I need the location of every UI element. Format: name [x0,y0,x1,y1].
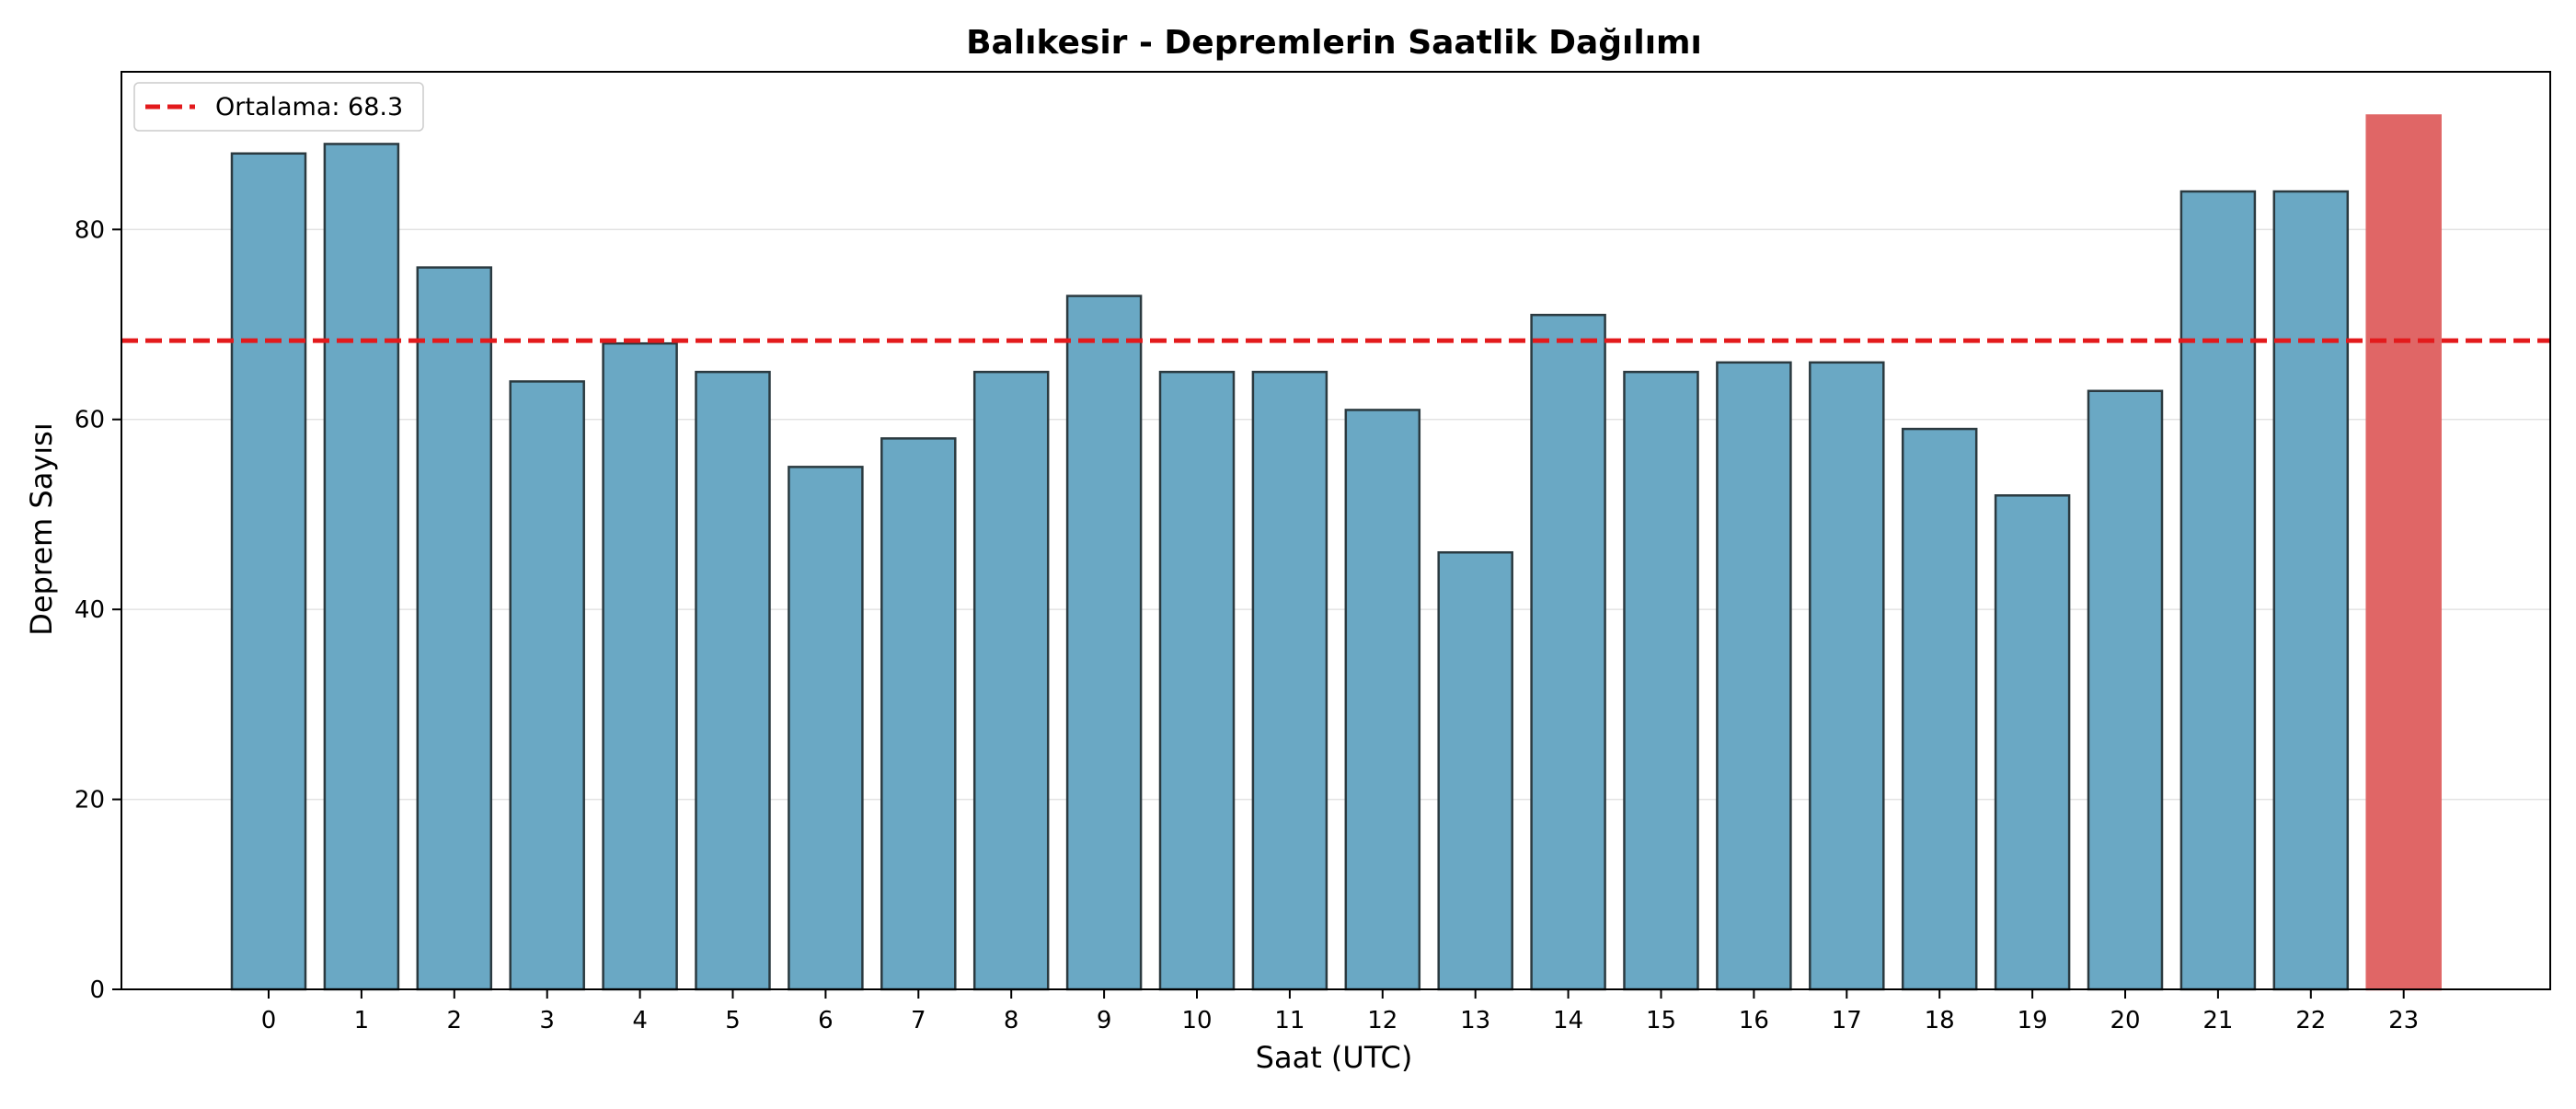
x-axis-label: Saat (UTC) [1256,1040,1413,1075]
bar-hour-11 [1251,370,1328,991]
x-tick-label: 4 [632,1007,648,1034]
bars [230,114,2442,991]
x-tick-label: 8 [1004,1007,1019,1034]
x-tick-label: 2 [447,1007,463,1034]
x-tick-label: 21 [2202,1007,2233,1034]
x-tick-label: 1 [354,1007,370,1034]
bar-hour-20 [2087,389,2164,991]
y-tick-label: 80 [75,216,105,244]
legend-box [133,82,424,132]
y-tick-label: 20 [75,787,105,814]
x-tick-label: 13 [1460,1007,1490,1034]
bar-hour-23 [2365,114,2442,991]
bar-hour-18 [1901,427,1978,991]
bar-hour-4 [602,341,678,991]
bar-hour-12 [1344,409,1421,991]
chart-title: Balıkesir - Depremlerin Saatlik Dağılımı [966,24,1702,62]
x-tick-label: 5 [725,1007,741,1034]
x-tick-label: 15 [1646,1007,1676,1034]
x-tick-label: 17 [1832,1007,1862,1034]
x-tick-label: 7 [911,1007,926,1034]
bar-hour-6 [788,466,864,991]
bar-hour-17 [1809,361,1885,991]
bar-hour-13 [1437,550,1513,991]
x-tick-label: 23 [2388,1007,2419,1034]
bar-hour-3 [509,380,585,991]
bar-hour-22 [2272,190,2350,991]
bar-hour-16 [1716,361,1792,991]
x-tick-label: 11 [1274,1007,1305,1034]
y-axis-ticks: 0 20 40 60 80 [75,216,121,1004]
x-tick-label: 22 [2295,1007,2326,1034]
y-tick-label: 60 [75,407,105,434]
x-tick-label: 19 [2018,1007,2048,1034]
bar-hour-1 [323,143,400,991]
x-tick-label: 6 [818,1007,834,1034]
bar-hour-0 [230,152,307,991]
bar-hour-7 [880,437,957,991]
bar-hour-2 [416,266,493,991]
y-tick-label: 40 [75,596,105,624]
legend: Ortalama: 68.3 [133,82,424,132]
x-axis-ticks: 0 1 2 3 4 5 6 7 8 9 10 11 12 13 14 15 16 17 18 19 20 21 22 23 [261,989,2419,1034]
y-tick-label: 0 [89,976,105,1004]
plot-frame [121,71,2551,990]
x-tick-label: 14 [1553,1007,1583,1034]
x-tick-label: 16 [1739,1007,1769,1034]
x-tick-label: 12 [1367,1007,1397,1034]
bar-hour-5 [695,370,771,991]
x-tick-label: 3 [539,1007,555,1034]
x-tick-label: 18 [1925,1007,1955,1034]
y-axis-label: Deprem Sayısı [24,422,59,635]
legend-label-mean: Ortalama: 68.3 [215,93,403,121]
bar-hour-19 [1994,494,2071,991]
bar-hour-14 [1530,313,1606,991]
bar-hour-21 [2179,190,2257,991]
x-tick-label: 10 [1181,1007,1212,1034]
x-tick-label: 20 [2110,1007,2140,1034]
bar-hour-15 [1623,370,1699,991]
x-tick-label: 0 [261,1007,277,1034]
bar-hour-10 [1158,370,1236,991]
bar-hour-9 [1065,295,1143,991]
bar-hour-8 [972,370,1050,991]
x-tick-label: 9 [1097,1007,1112,1034]
